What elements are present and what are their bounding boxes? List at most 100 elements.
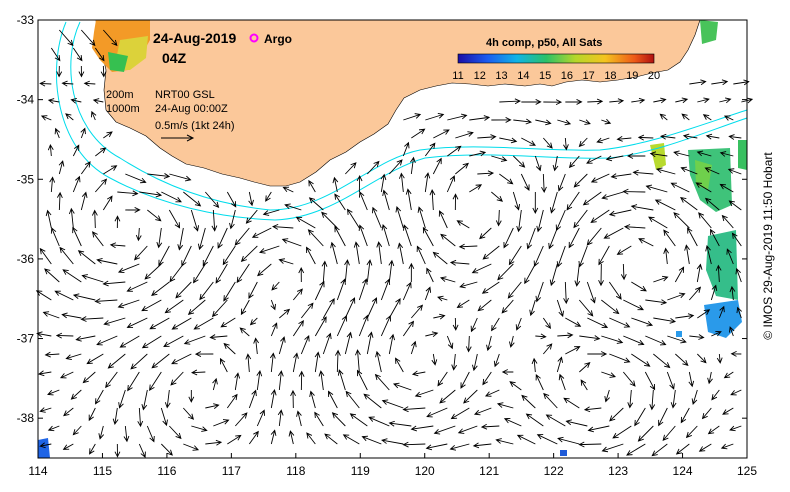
current-arrow [65,113,74,121]
current-arrow [146,425,155,443]
current-arrow [416,245,426,265]
current-arrow [715,264,722,283]
current-arrow [660,133,676,140]
current-arrow [368,416,390,427]
current-arrow [37,370,52,377]
colorbar-title: 4h comp, p50, All Sats [486,37,602,49]
current-arrow [205,439,223,446]
current-arrow [408,262,415,283]
current-arrow [417,206,426,229]
current-arrow [102,29,118,47]
current-arrow [535,333,547,340]
current-arrow [471,263,492,274]
current-arrow [663,247,670,265]
current-arrow [278,336,286,355]
current-arrow [141,335,162,349]
current-arrow [94,298,118,305]
current-arrow [277,370,284,391]
colorbar-tick-label: 18 [604,70,616,82]
current-arrow [135,227,142,242]
current-arrow [698,212,712,229]
current-arrow [349,413,368,427]
current-arrow [598,245,610,266]
current-arrow [358,314,369,337]
current-arrow [190,209,200,232]
current-arrow [587,351,608,357]
current-arrow [265,191,272,202]
current-arrow [697,309,711,319]
current-arrow [49,176,56,193]
current-arrow [95,147,107,157]
current-arrow [573,173,588,188]
current-arrow [587,425,610,433]
current-arrow [306,246,316,265]
colorbar-tick-label: 16 [561,70,573,82]
current-arrow [70,97,82,104]
current-arrow [556,356,564,373]
current-arrow [515,317,522,331]
current-arrow [697,97,710,104]
current-arrow [472,353,478,372]
current-arrow [493,353,500,368]
current-arrow [722,407,734,415]
current-arrow [347,208,360,229]
current-arrow [151,281,170,296]
current-arrow [183,335,206,345]
current-arrow [345,162,357,175]
current-arrow [388,259,395,283]
current-arrow [308,197,324,211]
current-arrow [426,407,448,418]
credit-text: © IMOS 29-Aug-2019 11:50 Hobart [761,152,775,340]
y-tick-label: -36 [17,252,35,266]
current-arrow [718,305,725,319]
current-arrow [358,224,368,247]
current-arrow [503,227,514,249]
current-arrow [526,227,536,250]
current-arrow [645,299,668,306]
current-arrow [147,209,162,222]
current-arrow [702,114,712,121]
current-arrow [680,166,698,175]
current-arrow [626,153,646,159]
current-arrow [388,159,403,175]
current-arrow [337,369,346,391]
current-arrow [81,274,104,283]
current-arrow [582,191,602,206]
current-arrow [495,438,514,445]
x-tick-label: 116 [157,464,176,478]
current-arrow [249,317,258,326]
current-arrow [682,133,698,140]
current-arrow [557,119,572,126]
current-arrow [290,389,296,409]
current-arrow [516,209,523,233]
y-tick-label: -37 [17,332,35,346]
current-arrow [209,334,228,340]
current-arrow [382,189,390,211]
current-arrow [169,263,184,283]
current-arrow [563,397,580,409]
current-arrow [662,425,676,441]
current-arrow [278,258,294,265]
current-arrow [720,443,734,450]
current-arrow [579,335,601,341]
current-arrow [381,399,404,409]
current-arrow [663,229,676,247]
current-arrow [39,407,52,413]
current-arrow [596,137,610,144]
current-arrow [486,335,492,352]
current-arrow [542,137,553,149]
current-arrow [422,226,434,247]
x-tick-label: 120 [415,464,435,478]
current-arrow [72,425,82,436]
current-arrow [670,182,690,193]
current-arrow [191,369,206,376]
map-date: 24-Aug-2019 [153,30,236,46]
current-arrow [499,173,514,185]
current-arrow [587,98,604,105]
current-arrow [710,228,720,247]
current-arrow [204,191,220,209]
current-arrow [222,245,236,266]
current-arrow [513,155,526,168]
current-arrow [156,227,163,249]
current-arrow [58,29,74,47]
